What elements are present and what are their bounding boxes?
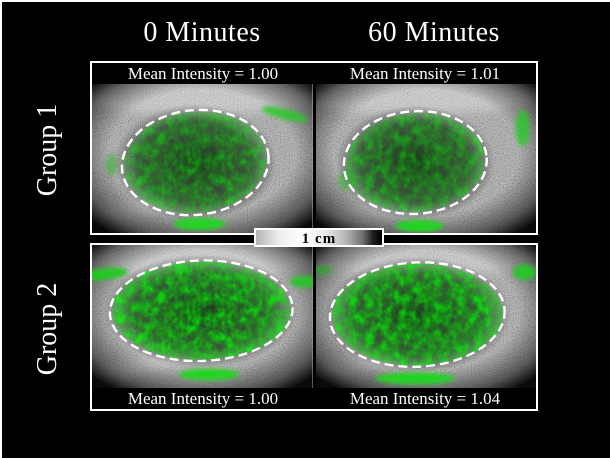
row-label-group-1: Group 1 bbox=[32, 103, 63, 197]
ultrasound-image-g1-0min bbox=[92, 84, 313, 233]
row-label-group-2: Group 2 bbox=[32, 282, 63, 376]
roi-dashed-outline bbox=[342, 109, 488, 216]
edge-vignette bbox=[315, 245, 536, 388]
edge-vignette bbox=[92, 245, 313, 388]
scale-bar-label: 1 cm bbox=[301, 231, 337, 247]
edge-vignette bbox=[92, 84, 313, 233]
group2-panel-box: Mean Intensity = 1.00 Mean Intensity = 1… bbox=[90, 243, 538, 411]
column-header-60-minutes: 60 Minutes bbox=[368, 17, 500, 48]
roi-dashed-outline bbox=[108, 259, 294, 363]
bright-green-vessels bbox=[315, 264, 536, 385]
mean-intensity-label-g1-60min: Mean Intensity = 1.01 bbox=[349, 64, 501, 83]
mean-intensity-label-g2-60min: Mean Intensity = 1.04 bbox=[349, 389, 501, 408]
mean-intensity-label-g1-0min: Mean Intensity = 1.00 bbox=[127, 64, 279, 83]
ultrasound-image-g1-60min bbox=[315, 84, 536, 233]
ultrasound-image-g2-0min bbox=[92, 245, 313, 388]
group2-image-row bbox=[92, 245, 536, 388]
bright-green-vessels bbox=[92, 267, 313, 381]
group2-label-strip: Mean Intensity = 1.00 Mean Intensity = 1… bbox=[92, 388, 536, 409]
group1-image-row bbox=[92, 84, 536, 233]
mean-intensity-label-g2-0min: Mean Intensity = 1.00 bbox=[127, 389, 279, 408]
group1-label-strip: Mean Intensity = 1.00 Mean Intensity = 1… bbox=[92, 63, 536, 84]
group1-panel-box: Mean Intensity = 1.00 Mean Intensity = 1… bbox=[90, 61, 538, 235]
ultrasound-image-g2-60min bbox=[315, 245, 536, 388]
roi-dashed-outline bbox=[328, 261, 506, 369]
scale-bar: 1 cm bbox=[254, 228, 384, 247]
edge-vignette bbox=[315, 84, 536, 233]
roi-dashed-outline bbox=[120, 108, 270, 217]
column-header-0-minutes: 0 Minutes bbox=[143, 17, 261, 48]
bright-green-vessels bbox=[105, 106, 308, 230]
